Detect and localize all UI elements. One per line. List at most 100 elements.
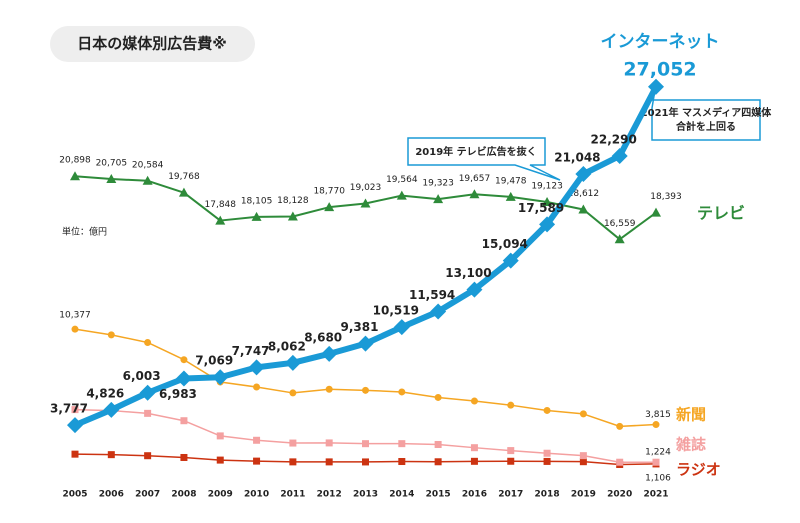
point [466,281,483,298]
point [539,216,556,233]
x-tick-label: 2010 [244,490,269,500]
point [579,410,587,418]
point [248,359,265,376]
point [216,456,224,464]
value-label: 19,023 [350,183,382,193]
value-label: 20,705 [96,159,128,169]
x-tick-label: 2007 [135,490,160,500]
point [614,234,625,244]
value-label: 19,123 [531,182,563,192]
point [543,406,551,414]
title-pill [50,26,255,62]
point [139,384,156,401]
value-label: 16,559 [604,219,636,229]
point [542,197,553,207]
value-label: 18,393 [650,192,682,202]
point [216,432,224,440]
point [180,417,188,425]
x-tick-label: 2005 [62,490,87,500]
point [470,457,478,465]
value-label: 7,747 [232,344,270,358]
point [362,458,369,466]
annotation: 2021年 マスメディア四媒体 [641,106,773,119]
point [362,440,369,448]
x-tick-label: 2015 [426,490,451,500]
point [433,194,444,204]
point [175,370,192,387]
series-name: インターネット [601,32,720,52]
point [611,147,628,164]
point [324,202,335,212]
value-label: 18,612 [568,189,600,199]
point [430,303,447,320]
value-label: 19,768 [168,172,200,182]
point [616,458,624,466]
point [505,191,516,201]
point [71,406,79,414]
point [284,354,301,371]
point [393,319,410,336]
point [543,449,551,457]
x-tick-label: 2018 [535,490,560,500]
point [325,439,333,447]
point [107,331,115,339]
value-label: 19,478 [495,176,527,186]
point [578,204,589,214]
value-label: 10,377 [59,311,91,321]
value-label: 19,657 [459,174,491,184]
point [616,422,624,430]
point [357,335,374,352]
point [652,421,660,429]
x-tick-label: 2021 [643,490,668,500]
x-tick-label: 2011 [280,490,305,500]
point [178,187,189,197]
point [398,458,406,466]
x-tick-label: 2019 [571,490,596,500]
point [651,207,661,217]
point [579,458,587,466]
value-label: 7,069 [195,354,233,368]
point [142,175,153,185]
point [507,447,515,455]
series-name: ラジオ [676,461,721,479]
value-label: 9,381 [341,320,379,334]
point [289,389,297,397]
point [289,458,297,466]
point [362,386,369,394]
point [360,198,371,208]
x-tick-label: 2016 [462,490,487,500]
x-tick-label: 2013 [353,490,378,500]
point [575,166,592,183]
value-label: 18,770 [313,187,345,197]
point [325,385,333,393]
point [107,451,115,459]
value-label: 17,589 [518,201,564,215]
point [289,439,297,447]
point [321,345,338,362]
series-name: 雑誌 [675,436,706,454]
value-label: 18,105 [241,196,273,206]
x-tick-label: 2012 [317,490,342,500]
point [507,401,515,409]
annotation: 2019年 テレビ広告を抜く [415,145,536,158]
point [212,369,229,386]
value-label: 10,519 [373,304,419,318]
annotation: 合計を上回る [675,120,736,133]
value-label: 22,290 [591,132,637,146]
point [144,338,152,346]
point [215,215,226,225]
x-tick-label: 2006 [99,490,124,500]
value-label: 19,323 [422,179,454,189]
point [434,458,442,466]
point [434,440,442,448]
point [470,444,478,452]
point [106,174,117,184]
value-label: 1,224 [645,448,671,458]
point [543,457,551,465]
point [398,388,406,396]
value-label: 20,898 [59,156,91,166]
point [579,452,587,460]
point [253,383,261,391]
x-tick-label: 2008 [171,490,196,500]
